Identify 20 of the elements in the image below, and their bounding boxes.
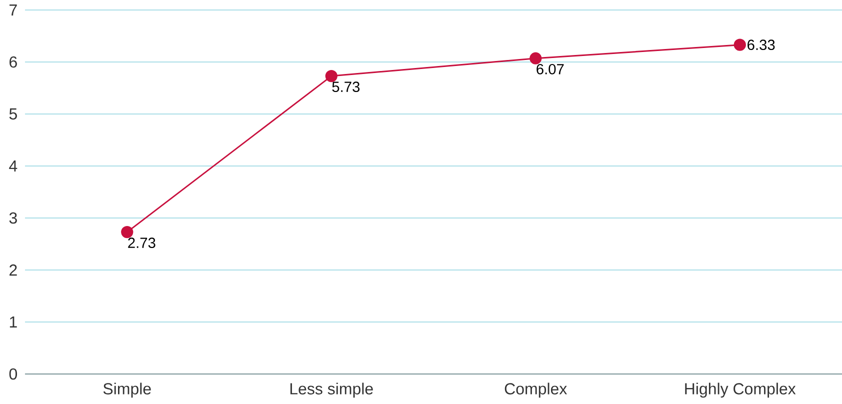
- data-label: 6.07: [536, 64, 564, 74]
- y-tick-label: 6: [10, 56, 17, 68]
- x-tick-label: Highly Complex: [685, 382, 796, 398]
- data-label: 2.73: [128, 238, 156, 248]
- x-tick-label: Less simple: [290, 382, 373, 398]
- x-tick-label: Complex: [504, 382, 567, 398]
- y-tick-label: 0: [9, 368, 18, 380]
- point: [325, 70, 338, 82]
- y-tick-label: 5: [9, 108, 17, 120]
- data-label: 5.73: [332, 82, 360, 92]
- y-tick-label: 1: [10, 316, 17, 328]
- y-tick-label: 7: [10, 4, 17, 16]
- y-tick-label: 3: [9, 212, 17, 224]
- y-tick-label: 2: [10, 264, 17, 276]
- point: [121, 226, 134, 238]
- y-tick-label: 4: [9, 160, 18, 172]
- x-tick-label: Simple: [103, 382, 151, 398]
- data-label: 6.33: [748, 40, 775, 50]
- point: [734, 38, 746, 51]
- point: [530, 52, 542, 64]
